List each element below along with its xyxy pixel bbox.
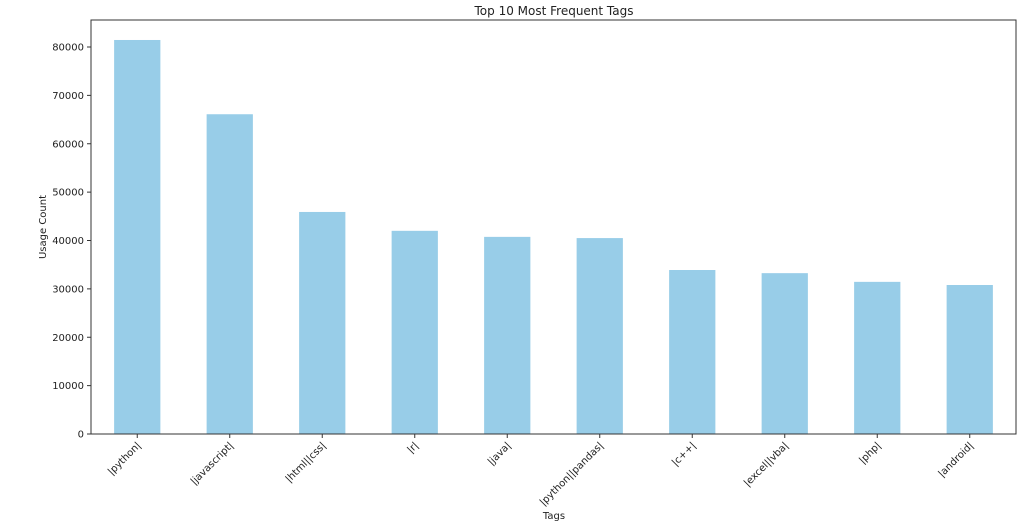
x-tick-label: |html||css| [284, 440, 329, 485]
bar-4 [484, 236, 531, 434]
y-axis-label: Usage Count [38, 195, 49, 259]
x-tick-label: |java| [486, 440, 513, 467]
x-tick-label: |android| [936, 440, 975, 479]
x-tick-label: |r| [405, 440, 420, 455]
x-axis-label: Tags [542, 511, 565, 522]
y-tick-label: 70000 [52, 91, 84, 102]
bar-1 [206, 114, 253, 435]
x-tick-label: |excel||vba| [742, 440, 791, 489]
bar-8 [854, 281, 901, 434]
bar-7 [761, 273, 808, 434]
x-tick-label: |javascript| [189, 440, 236, 487]
y-tick-label: 30000 [52, 284, 84, 295]
x-tick-label: |python| [106, 440, 143, 477]
bar-9 [946, 285, 993, 434]
y-tick-label: 20000 [52, 333, 84, 344]
x-tick-label: |php| [857, 440, 883, 466]
y-tick-label: 80000 [52, 43, 84, 54]
y-tick-label: 0 [78, 430, 84, 441]
bar-6 [669, 270, 716, 434]
y-tick-label: 50000 [52, 188, 84, 199]
bar-0 [114, 39, 161, 434]
x-tick-label: |c++| [670, 440, 698, 468]
bar-2 [299, 211, 346, 434]
bar-3 [391, 230, 438, 434]
chart-title: Top 10 Most Frequent Tags [474, 4, 634, 18]
axes-frame [90, 19, 1017, 435]
y-tick-label: 60000 [52, 139, 84, 150]
bar-5 [576, 238, 623, 434]
x-tick-label: |python||pandas| [538, 440, 606, 508]
y-tick-label: 40000 [52, 236, 84, 247]
y-tick-label: 10000 [52, 381, 84, 392]
